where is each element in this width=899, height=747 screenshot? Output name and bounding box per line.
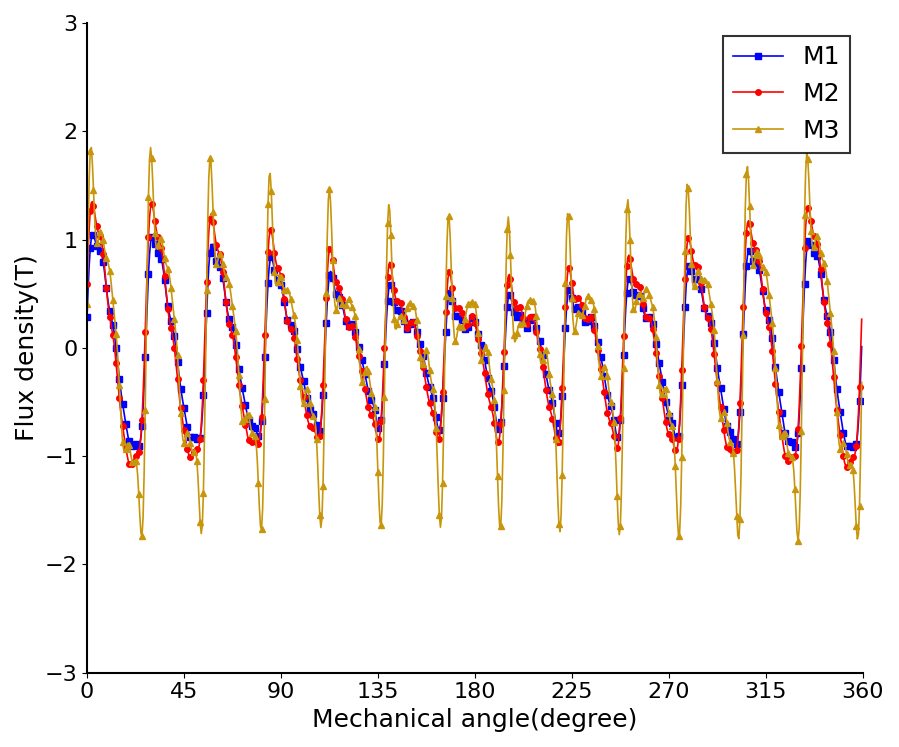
M3 xyxy=(592,341,603,350)
M1 xyxy=(570,305,581,314)
M3 xyxy=(95,226,106,235)
M2 xyxy=(87,197,98,206)
M1 xyxy=(87,229,98,238)
M2 xyxy=(592,346,603,355)
M2 xyxy=(255,427,266,436)
M3 xyxy=(793,536,804,545)
M1 xyxy=(849,443,859,452)
Line: M2: M2 xyxy=(85,199,865,470)
M3 xyxy=(856,378,867,387)
M2 xyxy=(176,412,187,421)
M3 xyxy=(255,521,266,530)
M1 xyxy=(296,368,307,376)
M3 xyxy=(296,394,307,403)
M3 xyxy=(570,326,581,335)
M1 xyxy=(255,427,266,436)
Legend: M1, M2, M3: M1, M2, M3 xyxy=(723,36,850,152)
Line: M1: M1 xyxy=(85,232,865,450)
M1 xyxy=(97,252,108,261)
M3 xyxy=(176,425,187,434)
M1 xyxy=(82,312,93,321)
M2 xyxy=(841,462,852,471)
M1 xyxy=(856,342,867,351)
M2 xyxy=(97,241,108,250)
M3 xyxy=(82,300,93,309)
M3 xyxy=(146,143,156,152)
M1 xyxy=(176,391,187,400)
M2 xyxy=(82,279,93,288)
M2 xyxy=(296,382,307,391)
M2 xyxy=(856,314,867,323)
Y-axis label: Flux density(T): Flux density(T) xyxy=(15,255,39,441)
Line: M3: M3 xyxy=(84,144,865,544)
M2 xyxy=(570,294,581,303)
X-axis label: Mechanical angle(degree): Mechanical angle(degree) xyxy=(312,708,637,732)
M1 xyxy=(592,338,603,347)
